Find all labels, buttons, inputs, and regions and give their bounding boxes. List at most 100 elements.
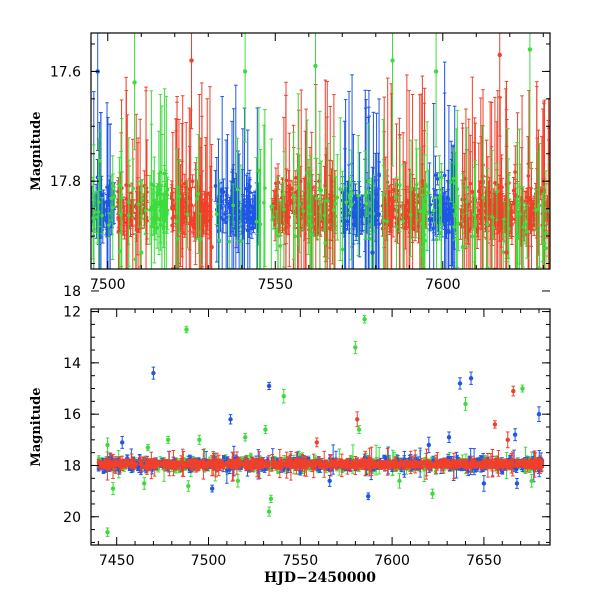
top-blue-point [374, 205, 379, 210]
top-green-point [470, 234, 475, 239]
top-green-point [418, 209, 422, 214]
top-red-point [204, 210, 209, 214]
top-red-point [477, 208, 481, 213]
top-red-point [180, 207, 184, 211]
top-green-point [91, 216, 95, 220]
top-red-point [317, 179, 321, 183]
top-green-point [426, 190, 431, 195]
top-blue-point [247, 186, 251, 191]
top-red-point [294, 176, 298, 180]
top-green-point [119, 196, 124, 200]
top-green-point [523, 221, 527, 226]
top-red-point [320, 202, 324, 207]
top-green-point [214, 212, 219, 216]
top-blue-point [225, 193, 229, 198]
top-green-point [96, 200, 101, 205]
top-red-point [412, 208, 416, 213]
top-red-point [286, 184, 291, 188]
top-green-point [107, 223, 111, 227]
top-green-point [420, 245, 425, 249]
top-red-point [199, 207, 203, 211]
top-green-point [98, 158, 102, 163]
top-red-point [124, 196, 129, 201]
top-red-point [392, 207, 396, 211]
top-green-point [385, 219, 389, 224]
top-green-point [473, 220, 478, 225]
top-red-point [272, 201, 276, 206]
top-plot-data [91, 33, 550, 269]
top-green-point [518, 212, 522, 216]
top-green-point [381, 218, 386, 223]
top-green-point [397, 183, 402, 187]
top-green-point [174, 219, 179, 224]
top-green-point [177, 194, 182, 199]
top-blue-point [361, 208, 365, 213]
top-green-point [148, 208, 152, 212]
top-red-point [396, 220, 400, 224]
top-red-point [188, 219, 193, 223]
top-green-point [409, 187, 413, 192]
top-blue-point [229, 213, 234, 217]
top-green-point [394, 195, 398, 199]
top-green-point [323, 240, 328, 245]
top-red-point [468, 181, 473, 186]
top-green-point [151, 207, 156, 211]
top-blue-point [352, 197, 356, 201]
top-green-point [481, 195, 486, 200]
top-blue-point [373, 201, 378, 206]
top-blue-point [106, 193, 111, 198]
top-red-point [462, 219, 467, 224]
top-blue-point [221, 190, 226, 194]
top-blue-point [353, 194, 358, 199]
top-green-point [338, 187, 343, 191]
top-green-point [344, 200, 349, 204]
top-green-point [401, 219, 405, 223]
top-green-point [227, 239, 232, 244]
top-red-point [387, 223, 392, 228]
top-green-point [347, 194, 352, 198]
top-green-point [364, 201, 369, 206]
top-blue-point [99, 192, 104, 197]
top-blue-point [220, 187, 224, 191]
top-blue-point [354, 224, 358, 228]
top-blue-point [106, 203, 110, 208]
top-red-point [497, 210, 502, 215]
top-green-point [501, 250, 506, 254]
top-green-point [161, 226, 166, 231]
top-green-point [485, 222, 490, 227]
top-red-point [190, 179, 195, 184]
top-green-point [333, 201, 338, 206]
top-blue-point [353, 214, 358, 218]
top-green-point [194, 196, 199, 201]
top-green-point [434, 237, 439, 242]
top-green-point [319, 188, 324, 193]
top-green-point [143, 208, 148, 213]
top-green-point [456, 221, 461, 225]
top-green-point [239, 239, 243, 243]
top-red-point [493, 181, 497, 185]
top-blue-point [230, 180, 235, 184]
top-red-point [130, 211, 135, 215]
top-green-point [350, 191, 354, 195]
top-red-point [200, 216, 205, 220]
top-red-point [121, 217, 126, 221]
top-green-point [517, 202, 522, 207]
top-green-point [136, 202, 141, 206]
top-green-point [308, 212, 313, 216]
top-green-point [254, 219, 259, 224]
top-blue-point [243, 212, 247, 216]
top-green-point [439, 222, 444, 227]
top-red-point [529, 211, 533, 216]
top-blue-point [345, 219, 350, 224]
top-green-point [235, 187, 240, 192]
top-blue-point [435, 177, 440, 181]
top-green-point [322, 213, 327, 218]
top-green-point [257, 168, 261, 173]
top-green-point [131, 186, 135, 191]
top-green-point [394, 225, 399, 229]
top-blue-point [245, 214, 250, 219]
top-green-point [95, 215, 100, 219]
top-green-point [117, 249, 122, 254]
top-green-point [306, 205, 311, 209]
